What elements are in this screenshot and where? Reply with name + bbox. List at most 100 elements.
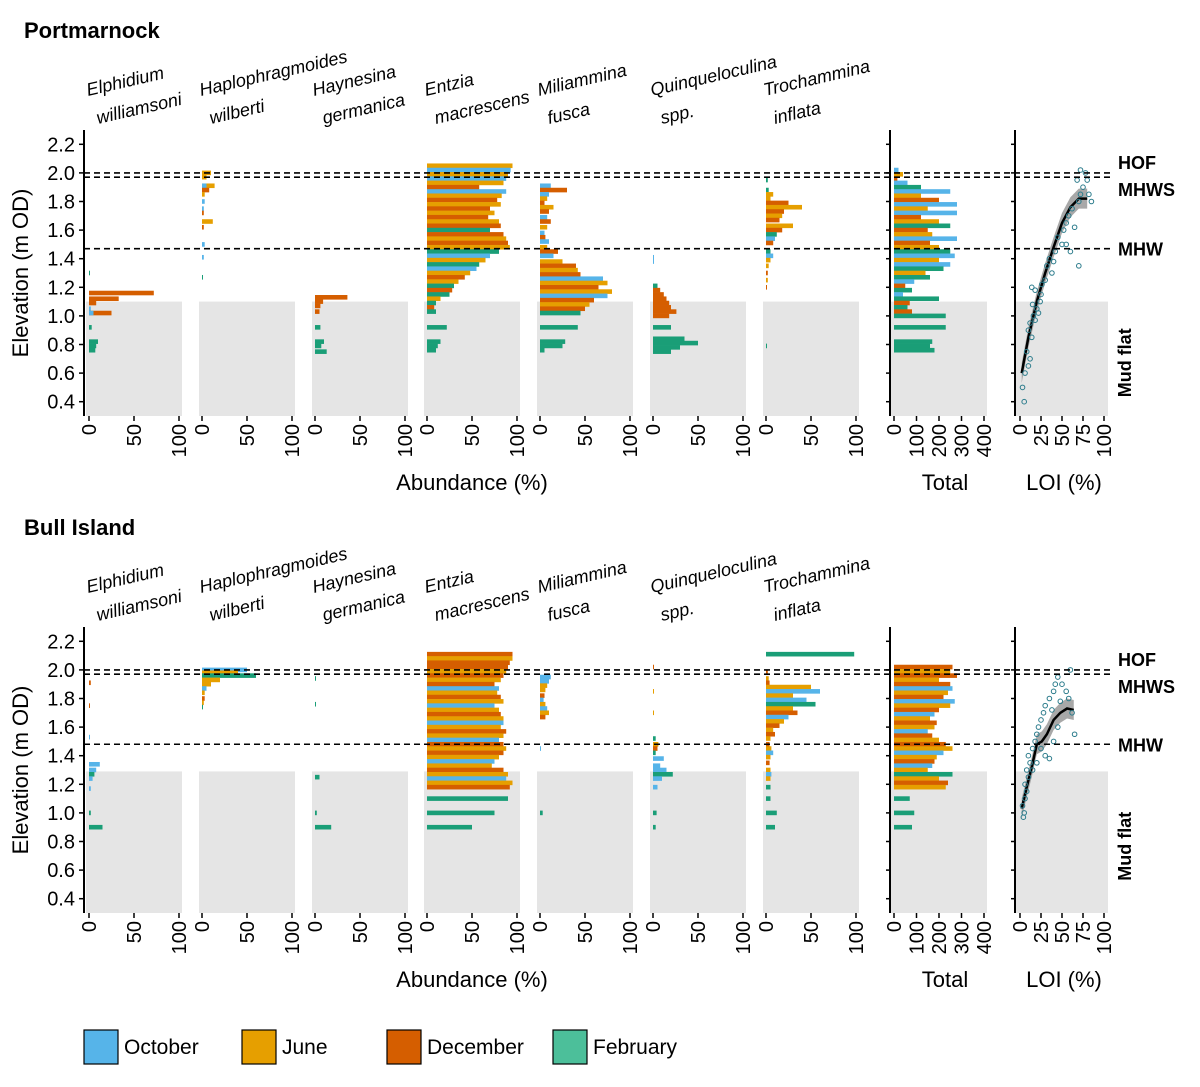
total-bar-december bbox=[894, 309, 912, 314]
x-tick-label: 300 bbox=[952, 424, 974, 457]
bar-october bbox=[427, 776, 507, 781]
bar-december bbox=[540, 249, 558, 254]
bar-february bbox=[202, 704, 203, 710]
total-bar-february bbox=[894, 184, 921, 190]
loi-point bbox=[1065, 213, 1072, 219]
total-bar-february bbox=[894, 223, 951, 229]
bar-october bbox=[89, 306, 91, 312]
bar-february bbox=[89, 339, 98, 344]
bar-june bbox=[427, 733, 504, 738]
loi-point bbox=[1076, 263, 1082, 269]
total-bar-december bbox=[894, 214, 921, 220]
bar-december bbox=[766, 731, 775, 737]
bar-june bbox=[540, 196, 548, 201]
bar-february bbox=[315, 325, 321, 330]
loi-point bbox=[1027, 760, 1033, 766]
bar-december bbox=[653, 746, 658, 751]
loi-point bbox=[1086, 191, 1092, 198]
bar-february bbox=[540, 339, 566, 344]
bar-october bbox=[540, 239, 549, 244]
bar-october bbox=[89, 786, 91, 791]
chart-title: Portmarnock bbox=[24, 18, 160, 43]
bar-october bbox=[89, 767, 97, 773]
total-bar-october bbox=[894, 180, 908, 186]
loi-point bbox=[1028, 284, 1035, 291]
bar-october bbox=[766, 750, 774, 756]
x-tick-label: 0 bbox=[192, 921, 214, 932]
x-tick-label: 300 bbox=[952, 921, 974, 954]
bar-december bbox=[315, 299, 324, 304]
total-bar-october bbox=[894, 236, 957, 241]
bar-december bbox=[653, 305, 671, 310]
loi-point bbox=[1038, 745, 1044, 752]
loi-point bbox=[1052, 681, 1059, 688]
mudflat-band bbox=[763, 301, 859, 416]
mudflat-band bbox=[312, 771, 408, 913]
mudflat-band bbox=[1016, 771, 1108, 913]
bar-february bbox=[766, 701, 816, 707]
bar-june bbox=[540, 687, 546, 693]
species-name: fusca bbox=[545, 596, 591, 625]
x-tick-label: 100 bbox=[169, 424, 191, 457]
loi-point bbox=[1077, 167, 1084, 173]
bar-december bbox=[427, 214, 489, 220]
loi-point bbox=[1050, 688, 1057, 695]
bar-june bbox=[540, 683, 548, 688]
bar-december bbox=[766, 270, 768, 276]
species-name: Quinqueloculina bbox=[648, 51, 778, 100]
bar-june bbox=[540, 289, 612, 294]
total-bar-october bbox=[894, 167, 899, 173]
x-tick-label: 50 bbox=[124, 424, 146, 446]
mudflat-band bbox=[891, 301, 987, 416]
bar-october bbox=[653, 763, 661, 769]
bar-february bbox=[766, 232, 777, 237]
bar-october bbox=[540, 276, 603, 282]
species-name: fusca bbox=[545, 99, 591, 128]
bar-february bbox=[427, 325, 447, 330]
bar-june bbox=[766, 263, 769, 269]
bar-february bbox=[653, 736, 656, 741]
bar-december bbox=[89, 296, 119, 302]
loi-point bbox=[1042, 702, 1048, 709]
loi-point bbox=[1027, 356, 1033, 362]
mudflat-band bbox=[86, 301, 182, 416]
x-tick-label: 0 bbox=[417, 921, 439, 932]
loi-point bbox=[1029, 745, 1036, 752]
bar-october bbox=[427, 266, 477, 272]
bar-december bbox=[653, 292, 664, 297]
loi-point bbox=[1021, 398, 1027, 405]
loi-point bbox=[1063, 241, 1069, 248]
bar-june bbox=[540, 280, 608, 286]
bar-june bbox=[427, 707, 499, 713]
bar-december bbox=[766, 710, 798, 716]
total-bar-december bbox=[894, 176, 898, 181]
x-tick-label: 50 bbox=[1052, 424, 1074, 446]
bar-february bbox=[427, 300, 436, 306]
loi-point bbox=[1035, 724, 1042, 730]
bar-october bbox=[653, 254, 654, 260]
x-tick-label: 50 bbox=[1052, 921, 1074, 943]
species-name: inflata bbox=[771, 595, 822, 625]
x-tick-label: 200 bbox=[929, 921, 951, 954]
bar-june bbox=[766, 767, 771, 773]
x-tick-label: 25 bbox=[1031, 921, 1053, 943]
x-tick-label: 0 bbox=[643, 424, 665, 435]
loi-point bbox=[1077, 191, 1084, 198]
bar-october bbox=[540, 183, 551, 189]
bar-june bbox=[766, 213, 783, 219]
total-bar-october bbox=[894, 763, 933, 769]
bar-june bbox=[766, 257, 771, 263]
bar-october bbox=[653, 776, 662, 781]
x-tick-label: 50 bbox=[462, 424, 484, 446]
loi-point bbox=[1025, 752, 1032, 759]
bar-october bbox=[89, 761, 100, 767]
bar-december bbox=[540, 306, 585, 312]
bar-june bbox=[427, 193, 502, 199]
loi-point bbox=[1042, 277, 1048, 283]
bar-february bbox=[89, 824, 103, 830]
bar-june bbox=[653, 710, 654, 716]
bar-june bbox=[427, 270, 471, 276]
bar-june bbox=[427, 257, 486, 263]
mudflat-band bbox=[199, 771, 295, 913]
